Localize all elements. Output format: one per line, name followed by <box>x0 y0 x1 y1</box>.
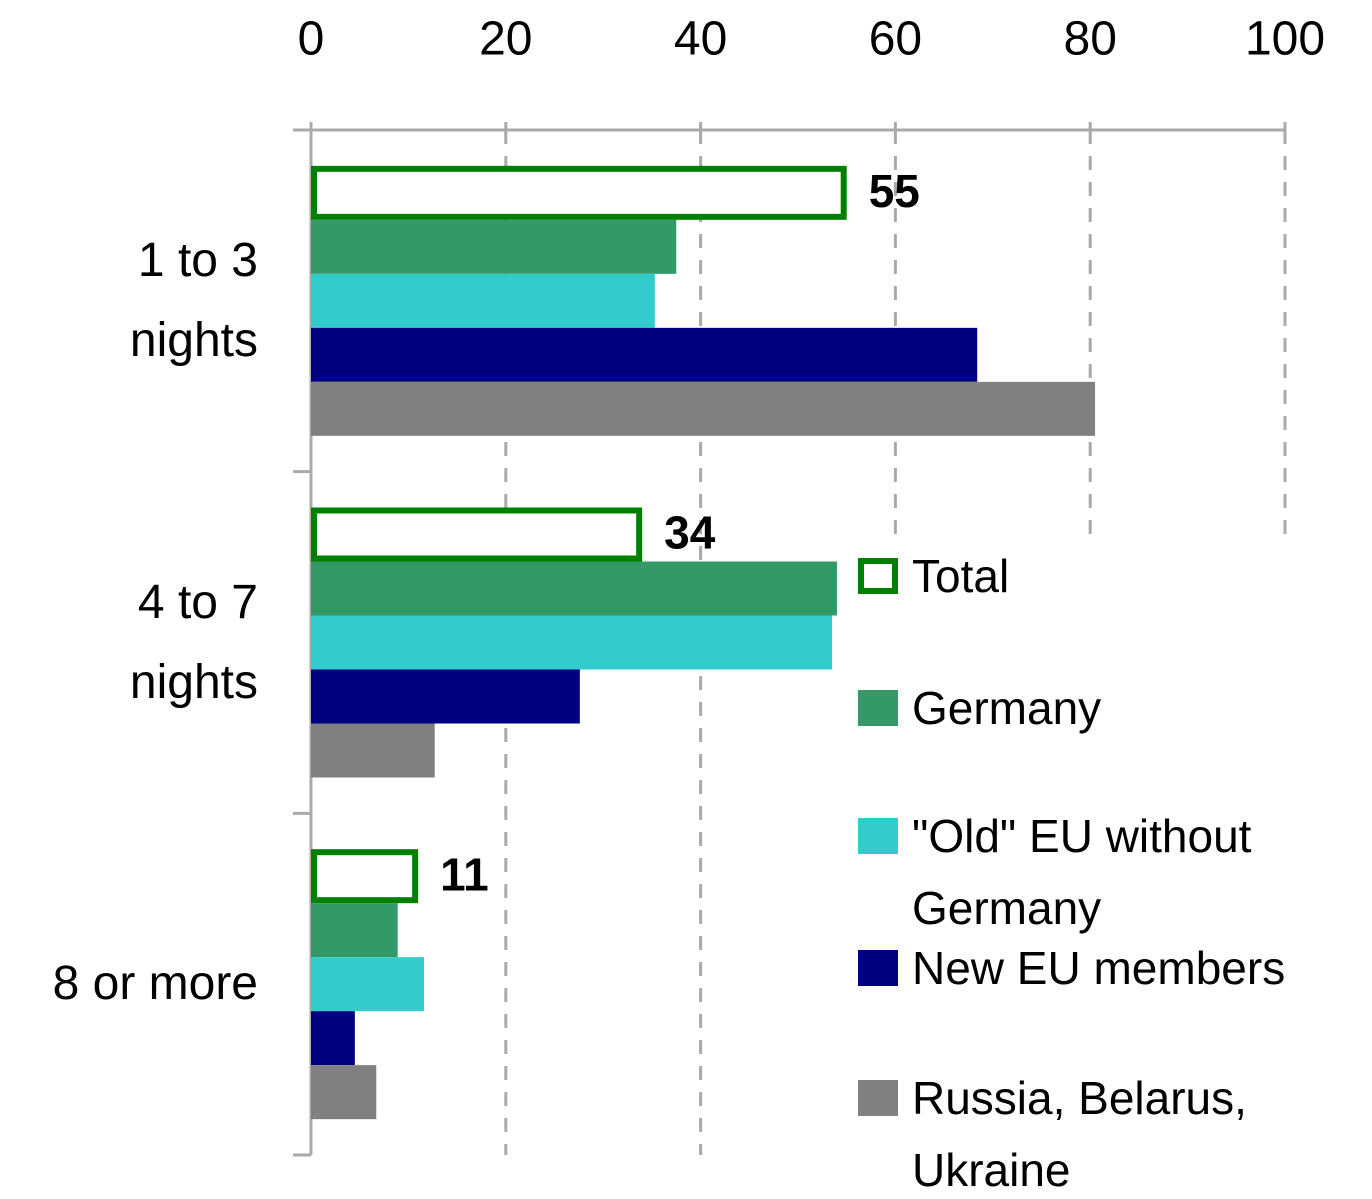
x-tick-label: 100 <box>1245 13 1325 66</box>
data-label: 11 <box>440 848 489 900</box>
legend-label: "Old" EU without Germany <box>912 810 1252 934</box>
legend-item: Germany <box>858 672 1372 744</box>
bar <box>311 849 419 904</box>
bar <box>311 1011 355 1066</box>
legend-label: Total <box>912 550 1010 602</box>
legend-swatch <box>858 950 898 986</box>
legend-swatch <box>858 1080 898 1116</box>
x-tick-label: 80 <box>1064 13 1117 66</box>
legend-label: New EU members <box>912 942 1286 994</box>
legend-swatch <box>858 690 898 726</box>
bar <box>311 561 837 616</box>
legend-item: Russia, Belarus, Ukraine <box>858 1062 1372 1199</box>
x-tick-label: 60 <box>869 13 922 66</box>
y-tick-label: 1 to 3 nights <box>129 233 258 367</box>
legend-label: Germany <box>912 682 1102 734</box>
bar <box>311 507 643 562</box>
legend-item: "Old" EU without Germany <box>858 800 1372 944</box>
legend: Total Germany "Old" EU without Germany New … <box>850 540 1372 1199</box>
data-label: 34 <box>664 507 716 559</box>
bar <box>311 615 833 670</box>
legend-swatch <box>858 558 898 594</box>
y-tick-label: 8 or more <box>52 957 258 1011</box>
legend-label: Russia, Belarus, Ukraine <box>912 1072 1247 1196</box>
data-label: 55 <box>869 165 920 217</box>
legend-item: Total <box>858 540 1372 612</box>
x-tick-label: 0 <box>298 13 325 66</box>
bar <box>311 273 655 328</box>
legend-item: New EU members <box>858 932 1372 1004</box>
bar <box>311 165 847 220</box>
legend-swatch <box>858 818 898 854</box>
bar <box>311 903 398 958</box>
bar <box>311 219 677 274</box>
bar <box>311 957 424 1012</box>
bar <box>311 669 580 724</box>
bar <box>311 723 435 778</box>
y-tick-label: 4 to 7 nights <box>129 575 258 709</box>
x-tick-label: 20 <box>479 13 532 66</box>
x-tick-label: 40 <box>674 13 727 66</box>
bar <box>311 1065 377 1120</box>
bar <box>311 327 978 382</box>
bar <box>311 381 1096 436</box>
